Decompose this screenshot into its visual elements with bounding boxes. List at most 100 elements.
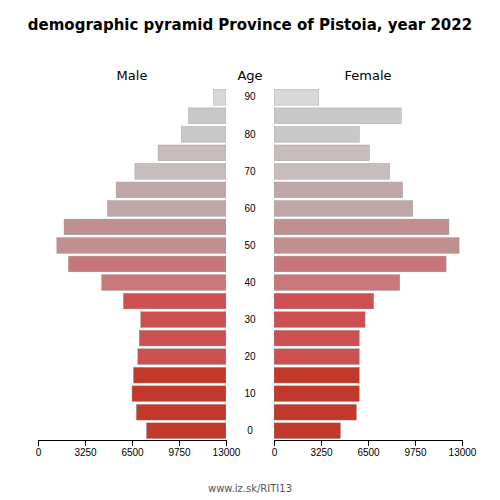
tick-mark	[179, 440, 180, 446]
tick-label: 70	[244, 166, 256, 177]
tick-mark	[85, 440, 86, 446]
tick-label: 9750	[168, 447, 191, 458]
bar	[274, 238, 459, 254]
bar	[116, 182, 226, 198]
tick: 20	[244, 351, 256, 362]
bar	[274, 275, 400, 291]
bar	[138, 349, 226, 365]
tick-label: 3250	[74, 447, 97, 458]
tick-mark	[226, 440, 227, 446]
tick: 6500	[121, 440, 144, 458]
bar	[274, 423, 341, 439]
tick-mark	[462, 440, 463, 446]
tick: 80	[244, 129, 256, 140]
bar	[274, 201, 413, 217]
tick: 40	[244, 277, 256, 288]
tick-mark	[132, 440, 133, 446]
tick-label: 9750	[404, 447, 427, 458]
bar	[123, 293, 226, 309]
bar	[57, 238, 226, 254]
tick: 9750	[404, 440, 427, 458]
tick-label: 80	[244, 129, 256, 140]
tick: 60	[244, 203, 256, 214]
tick-label: 60	[244, 203, 256, 214]
tick-label: 0	[36, 447, 42, 458]
tick-mark	[321, 440, 322, 446]
tick-label: 50	[244, 240, 256, 251]
tick-label: 10	[244, 388, 256, 399]
bar	[274, 293, 374, 309]
tick-mark	[274, 440, 275, 446]
bar	[274, 404, 356, 420]
tick: 6500	[357, 440, 380, 458]
bar	[274, 89, 319, 105]
bar	[274, 219, 449, 235]
axis-line	[275, 441, 463, 447]
y-axis: 0 10 20 30 40 50 60 70 80 90	[244, 91, 256, 435]
tick: 9750	[168, 440, 191, 458]
bar	[64, 219, 226, 235]
x-axis: 0 3250 6500 9750 13000	[272, 440, 477, 458]
bar	[133, 367, 226, 383]
bar	[136, 404, 226, 420]
panel-header: Male	[117, 68, 148, 83]
tick: 0	[272, 440, 278, 458]
tick-label: 30	[244, 314, 256, 325]
annotation: www.iz.sk/RITI13	[208, 483, 292, 494]
bars	[274, 89, 459, 438]
tick-label: 13000	[449, 447, 477, 458]
bar	[146, 423, 226, 439]
bar	[188, 108, 226, 124]
bar	[181, 126, 226, 142]
title: demographic pyramid Province of Pistoia,…	[28, 16, 472, 34]
bar	[274, 182, 403, 198]
tick-label: 0	[247, 425, 253, 436]
bar	[274, 108, 401, 124]
bar	[214, 89, 226, 105]
tick: 13000	[449, 440, 477, 458]
axis-line	[39, 441, 227, 447]
tick: 70	[244, 166, 256, 177]
tick-label: 20	[244, 351, 256, 362]
bar	[139, 330, 226, 346]
tick-label: 3250	[310, 447, 333, 458]
bar	[274, 163, 390, 179]
bar	[274, 330, 359, 346]
bar	[274, 312, 365, 328]
tick: 50	[244, 240, 256, 251]
tick-label: 6500	[357, 447, 380, 458]
bar	[132, 386, 226, 402]
panel-header: Female	[344, 68, 391, 83]
bar	[274, 367, 359, 383]
tick: 10	[244, 388, 256, 399]
tick: 3250	[310, 440, 333, 458]
tick: 13000	[213, 440, 241, 458]
x-axis: 13000 9750 6500 3250 0	[36, 440, 241, 458]
bar	[107, 201, 226, 217]
bar	[158, 145, 226, 161]
tick: 3250	[74, 440, 97, 458]
tick: 0	[36, 440, 42, 458]
tick-label: 6500	[121, 447, 144, 458]
tick-label: 90	[244, 91, 256, 102]
bar	[274, 386, 359, 402]
tick-mark	[415, 440, 416, 446]
tick-mark	[38, 440, 39, 446]
bar	[141, 312, 226, 328]
tick: 0	[247, 425, 253, 436]
tick-label: 0	[272, 447, 278, 458]
bar	[102, 275, 226, 291]
tick: 90	[244, 91, 256, 102]
bar	[68, 256, 226, 272]
chart: demographic pyramid Province of Pistoia,…	[0, 0, 500, 500]
bar	[135, 163, 226, 179]
tick-label: 13000	[213, 447, 241, 458]
bar	[274, 349, 359, 365]
bar	[274, 256, 446, 272]
axis-title: Age	[237, 68, 262, 83]
bar	[274, 126, 359, 142]
bar	[274, 145, 369, 161]
bars	[57, 89, 226, 438]
tick-mark	[368, 440, 369, 446]
tick: 30	[244, 314, 256, 325]
